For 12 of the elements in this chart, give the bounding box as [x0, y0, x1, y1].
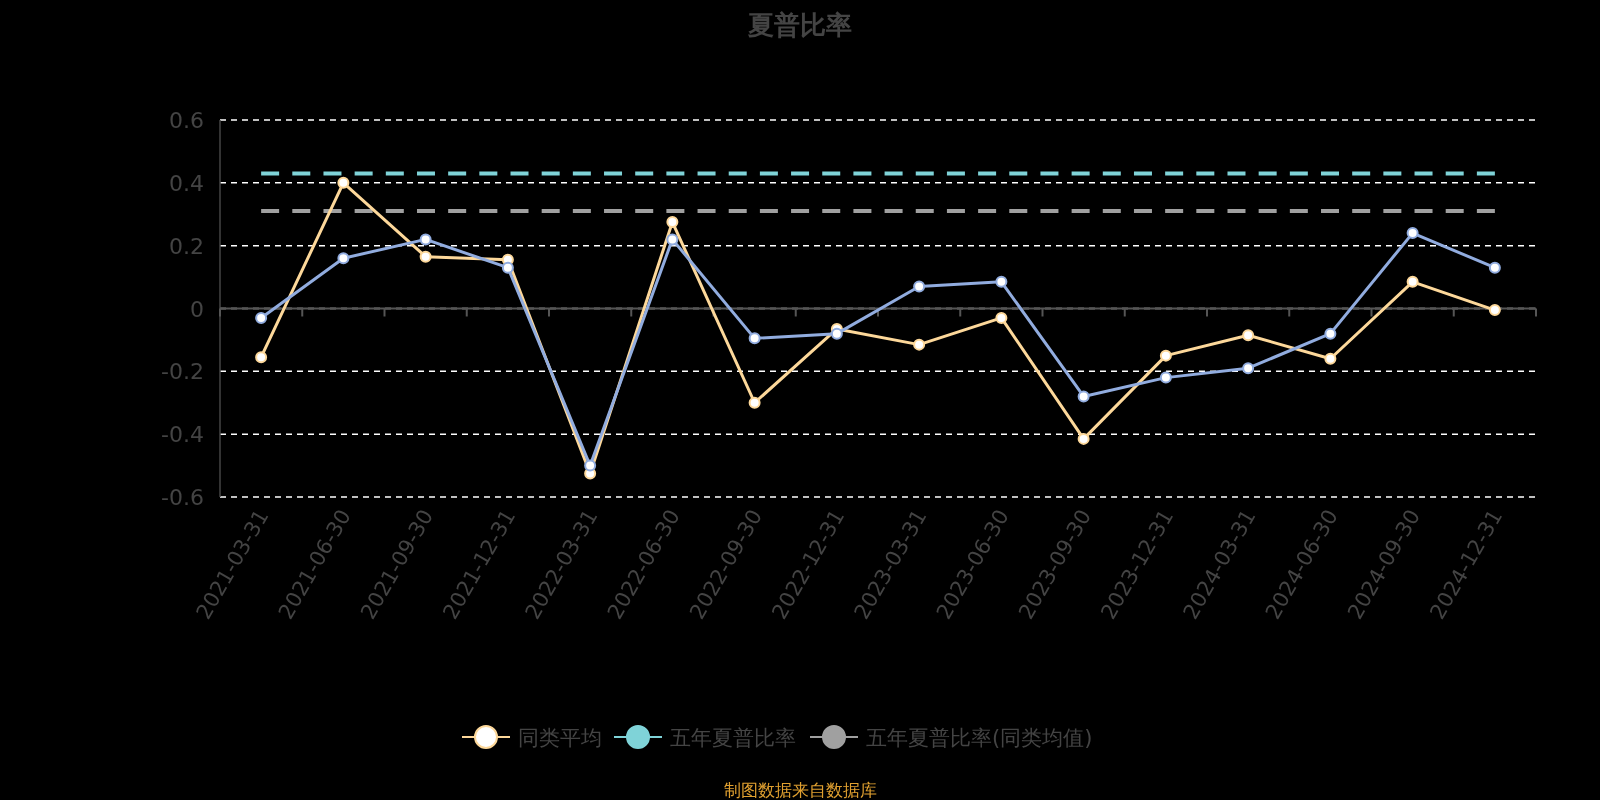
legend-label: 五年夏普比率 [670, 726, 796, 750]
y-tick-label: 0.2 [169, 233, 204, 259]
legend-label: 同类平均 [518, 726, 602, 750]
chart-title: 夏普比率 [747, 10, 852, 40]
y-tick-label: -0.2 [161, 359, 204, 385]
y-tick-label: 0.6 [169, 108, 204, 133]
y-tick-label: -0.6 [161, 485, 204, 510]
y-tick-label: 0.4 [169, 170, 204, 196]
y-tick-label: 0 [190, 296, 204, 322]
text: 制图数据来自数据库 [723, 780, 877, 800]
y-tick-label: -0.4 [161, 422, 204, 448]
legend-label: 五年夏普比率(同类均值) [866, 726, 1093, 750]
